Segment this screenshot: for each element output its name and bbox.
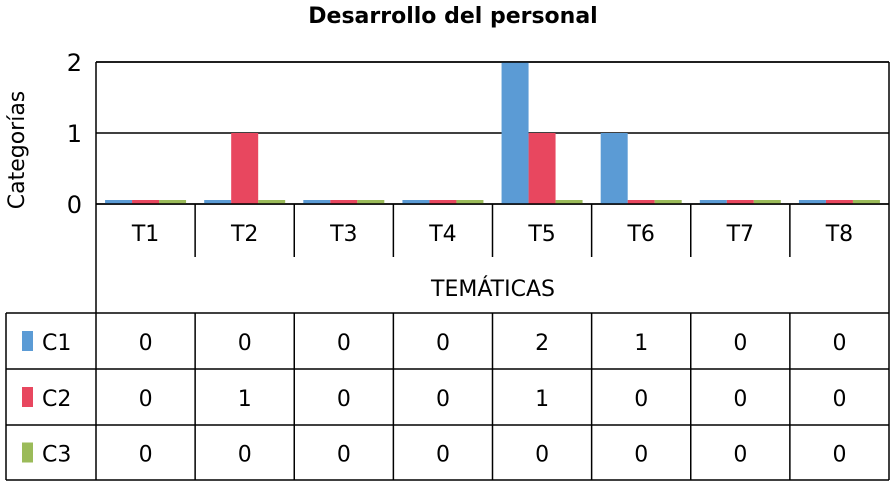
bar-c1-t4: [402, 200, 430, 204]
x-tick-label: T8: [825, 222, 853, 247]
bar-c3-t2: [258, 200, 286, 204]
y-axis-label: Categorías: [5, 91, 30, 210]
table-cell-value: 0: [832, 443, 846, 468]
bar-c1-t7: [699, 200, 727, 204]
x-tick-label: T1: [131, 222, 159, 247]
bar-c1-t1: [105, 200, 133, 204]
bar-c2-t5: [528, 133, 556, 204]
y-tick-labels: 0 1 2: [67, 49, 82, 219]
data-table: T1 T2 T3 T4 T5 T6 T7 T8 C1 0 0 0 0 2 1 0 0 C2 0 1 0 0 1 0 0 0 C3 0 0…: [5, 204, 889, 481]
x-tick-label: T4: [428, 222, 456, 247]
x-tick-label: T7: [726, 222, 754, 247]
chart-title: Desarrollo del personal: [308, 4, 597, 29]
bar-c3-t1: [159, 200, 187, 204]
table-cell-value: 0: [733, 387, 747, 412]
x-tick-label: T6: [626, 222, 654, 247]
legend-label: C1: [42, 331, 71, 356]
bar-c2-t3: [330, 200, 358, 204]
table-cell-value: 0: [634, 387, 648, 412]
bar-c2-t8: [825, 200, 853, 204]
bar-c3-t6: [654, 200, 682, 204]
x-tick-label: T3: [329, 222, 357, 247]
table-cell-value: 0: [436, 331, 450, 356]
table-cell-value: 0: [337, 387, 351, 412]
bar-c3-t4: [456, 200, 484, 204]
bar-c1-t6: [600, 133, 628, 204]
x-tick-label: T5: [527, 222, 555, 247]
table-cell-value: 0: [733, 443, 747, 468]
legend-key-c3: [22, 442, 33, 463]
table-cell-value: 0: [139, 387, 153, 412]
bar-c3-t7: [753, 200, 781, 204]
table-cell-value: 0: [337, 443, 351, 468]
table-cell-value: 0: [733, 331, 747, 356]
bar-c2-t1: [132, 200, 160, 204]
bar-c2-t6: [627, 200, 655, 204]
table-cell-value: 1: [535, 387, 549, 412]
table-cell-value: 1: [634, 331, 648, 356]
bar-c1-t3: [303, 200, 331, 204]
bar-c1-t5: [501, 62, 529, 204]
legend-label: C3: [42, 443, 71, 468]
table-cell-value: 0: [436, 443, 450, 468]
legend-label: C2: [42, 387, 71, 412]
table-cell-value: 0: [832, 331, 846, 356]
table-cell-value: 0: [337, 331, 351, 356]
gridlines: [96, 61, 889, 205]
y-tick-label: 0: [67, 191, 82, 219]
table-cell-value: 0: [238, 443, 252, 468]
table-cell-value: 0: [535, 443, 549, 468]
table-cell-value: 2: [535, 331, 549, 356]
table-cell-value: 0: [634, 443, 648, 468]
x-tick-label: T2: [230, 222, 258, 247]
table-cell-value: 0: [238, 331, 252, 356]
table-cell-value: 1: [238, 387, 252, 412]
bar-c3-t3: [357, 200, 385, 204]
table-cell-value: 0: [832, 387, 846, 412]
bar-c1-t2: [204, 200, 232, 204]
bars: [105, 62, 880, 204]
bar-c3-t8: [852, 200, 880, 204]
table-cell-value: 0: [139, 331, 153, 356]
y-tick-label: 1: [67, 120, 82, 148]
legend-key-c2: [22, 387, 33, 407]
x-axis-label: TEMÁTICAS: [430, 276, 555, 302]
bar-c2-t2: [231, 133, 259, 204]
bar-c3-t5: [555, 200, 583, 204]
bar-c2-t4: [429, 200, 457, 204]
table-cell-value: 0: [139, 443, 153, 468]
legend-key-c1: [22, 331, 33, 351]
bar-c1-t8: [798, 200, 826, 204]
table-cell-value: 0: [436, 387, 450, 412]
y-tick-label: 2: [67, 49, 82, 77]
bar-c2-t7: [726, 200, 754, 204]
